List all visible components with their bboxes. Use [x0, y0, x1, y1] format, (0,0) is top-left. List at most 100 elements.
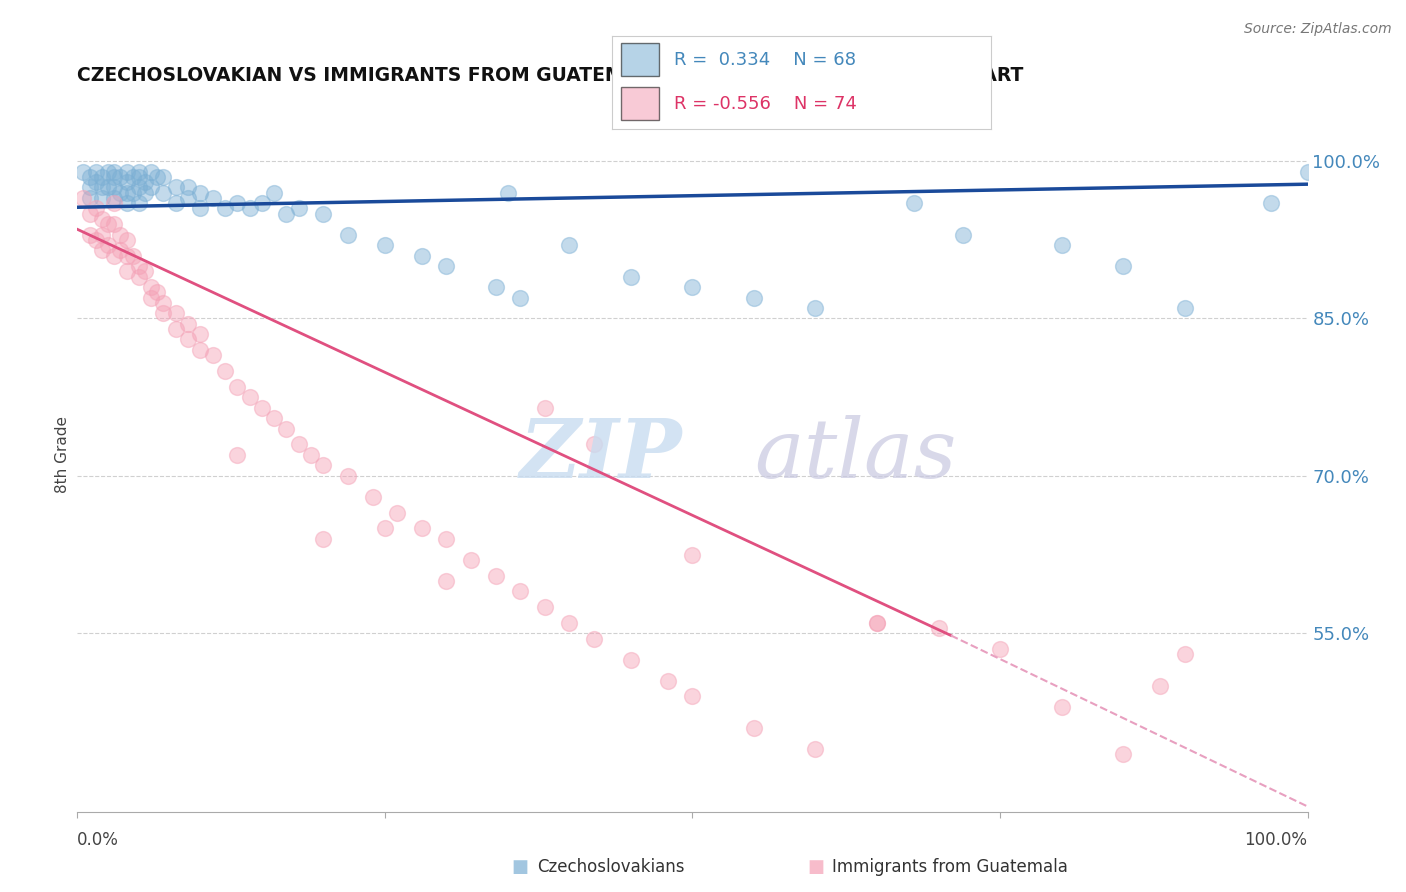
Text: Immigrants from Guatemala: Immigrants from Guatemala — [832, 858, 1069, 876]
Point — [682, 548, 704, 562]
Point — [928, 621, 950, 635]
Point — [115, 186, 138, 200]
Point — [177, 317, 200, 331]
Point — [214, 202, 236, 216]
Point — [115, 175, 138, 189]
Point — [558, 238, 581, 252]
Point — [79, 206, 101, 220]
Point — [152, 306, 174, 320]
Point — [115, 248, 138, 262]
Point — [952, 227, 974, 242]
Point — [312, 532, 335, 546]
Point — [337, 469, 360, 483]
Point — [128, 196, 150, 211]
Point — [97, 217, 120, 231]
Point — [1174, 301, 1197, 315]
Point — [361, 490, 384, 504]
Point — [411, 248, 433, 262]
Point — [866, 615, 889, 630]
Point — [128, 259, 150, 273]
Point — [239, 390, 262, 404]
Point — [337, 227, 360, 242]
Point — [276, 206, 298, 220]
Point — [177, 333, 200, 347]
Point — [226, 380, 249, 394]
Point — [485, 280, 508, 294]
Point — [97, 238, 120, 252]
Point — [288, 437, 311, 451]
Point — [146, 169, 169, 184]
Point — [1296, 164, 1319, 178]
Point — [121, 248, 143, 262]
Point — [276, 422, 298, 436]
Point — [97, 164, 120, 178]
Point — [460, 553, 482, 567]
Point — [1050, 699, 1073, 714]
Point — [141, 291, 163, 305]
Point — [201, 348, 224, 362]
FancyBboxPatch shape — [621, 87, 659, 120]
Text: 100.0%: 100.0% — [1244, 830, 1308, 848]
Point — [1050, 238, 1073, 252]
Point — [436, 574, 458, 588]
Point — [79, 169, 101, 184]
Point — [374, 238, 396, 252]
Point — [103, 169, 125, 184]
Point — [97, 180, 120, 194]
Text: CZECHOSLOVAKIAN VS IMMIGRANTS FROM GUATEMALA 8TH GRADE CORRELATION CHART: CZECHOSLOVAKIAN VS IMMIGRANTS FROM GUATE… — [77, 66, 1024, 86]
Point — [110, 227, 132, 242]
Point — [146, 285, 169, 300]
Point — [84, 202, 107, 216]
Point — [509, 291, 531, 305]
Text: Source: ZipAtlas.com: Source: ZipAtlas.com — [1244, 22, 1392, 37]
Text: R = -0.556    N = 74: R = -0.556 N = 74 — [675, 95, 858, 112]
Point — [214, 364, 236, 378]
Point — [84, 233, 107, 247]
Point — [620, 269, 643, 284]
Point — [141, 280, 163, 294]
Text: atlas: atlas — [754, 415, 956, 495]
Point — [90, 244, 114, 258]
Point — [1112, 259, 1135, 273]
Point — [152, 186, 174, 200]
Point — [190, 343, 212, 357]
Point — [436, 259, 458, 273]
Text: Czechoslovakians: Czechoslovakians — [537, 858, 685, 876]
Point — [141, 164, 163, 178]
Point — [79, 227, 101, 242]
Point — [90, 191, 114, 205]
Point — [110, 186, 132, 200]
Point — [152, 295, 174, 310]
Point — [103, 191, 125, 205]
Point — [804, 301, 827, 315]
Point — [121, 186, 143, 200]
Point — [1174, 648, 1197, 662]
Point — [134, 186, 156, 200]
Point — [411, 521, 433, 535]
Point — [312, 458, 335, 473]
Point — [250, 401, 273, 415]
Point — [250, 196, 273, 211]
Point — [485, 568, 508, 582]
Point — [496, 186, 519, 200]
Point — [190, 186, 212, 200]
Point — [1149, 679, 1171, 693]
Point — [134, 264, 156, 278]
Y-axis label: 8th Grade: 8th Grade — [55, 417, 70, 493]
Point — [79, 180, 101, 194]
Point — [288, 202, 311, 216]
Point — [134, 175, 156, 189]
Point — [103, 196, 125, 211]
Point — [72, 164, 94, 178]
Point — [177, 191, 200, 205]
Point — [90, 180, 114, 194]
Point — [1260, 196, 1282, 211]
Point — [141, 180, 163, 194]
Point — [682, 690, 704, 704]
Point — [312, 206, 335, 220]
Point — [387, 506, 409, 520]
Point — [128, 164, 150, 178]
Text: ■: ■ — [807, 858, 824, 876]
Point — [620, 652, 643, 666]
Point — [84, 164, 107, 178]
